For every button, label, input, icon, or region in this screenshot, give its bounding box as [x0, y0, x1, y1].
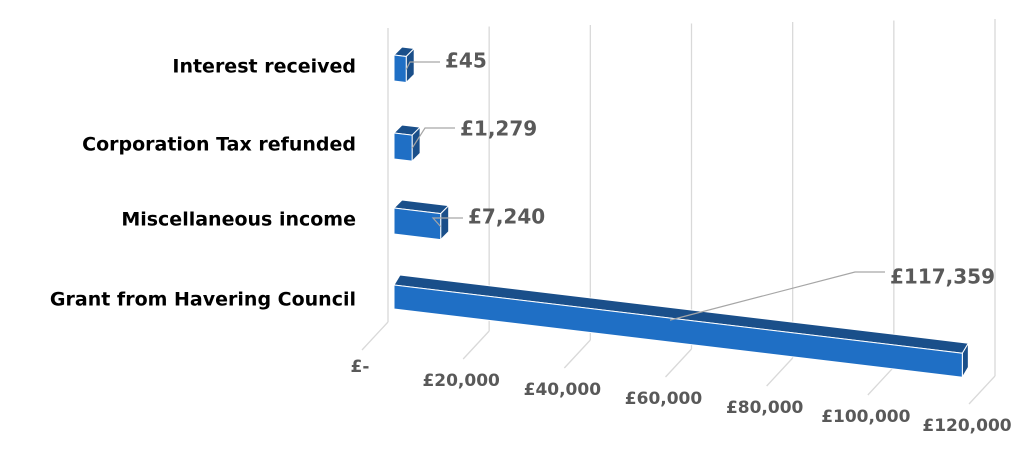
- x-tick-label: £20,000: [422, 371, 500, 391]
- leader-line: [431, 217, 463, 228]
- bar: [393, 274, 970, 380]
- x-tick-label: £40,000: [524, 380, 602, 400]
- floor-line: [462, 330, 490, 360]
- leader-line: [411, 127, 455, 149]
- bar: [392, 46, 416, 84]
- x-tick-label: £-: [351, 357, 370, 377]
- bar-front: [393, 284, 963, 378]
- category-label: Corporation Tax refunded: [82, 134, 356, 156]
- category-label: Interest received: [172, 56, 356, 78]
- leader-line: [669, 271, 885, 321]
- value-label: £7,240: [468, 205, 545, 229]
- bar-front: [393, 132, 413, 162]
- floor-line: [665, 348, 692, 378]
- floor-line: [766, 357, 794, 387]
- floor-line: [563, 339, 591, 369]
- value-label: £45: [445, 49, 487, 73]
- floor-line: [867, 366, 895, 396]
- category-label: Miscellaneous income: [121, 209, 356, 231]
- value-label: £1,279: [460, 117, 537, 141]
- x-tick-label: £120,000: [922, 416, 1011, 436]
- bar-front: [393, 54, 407, 84]
- x-tick-label: £100,000: [821, 407, 910, 427]
- category-label: Grant from Havering Council: [50, 289, 356, 311]
- bar-front: [393, 207, 442, 241]
- floor-line: [968, 375, 996, 405]
- x-tick-label: £60,000: [625, 389, 703, 409]
- leader-line: [405, 61, 440, 70]
- floor-line: [361, 321, 389, 351]
- x-tick-label: £80,000: [726, 398, 804, 418]
- bar: [392, 199, 450, 241]
- value-label: £117,359: [890, 265, 995, 289]
- bar: [392, 124, 422, 163]
